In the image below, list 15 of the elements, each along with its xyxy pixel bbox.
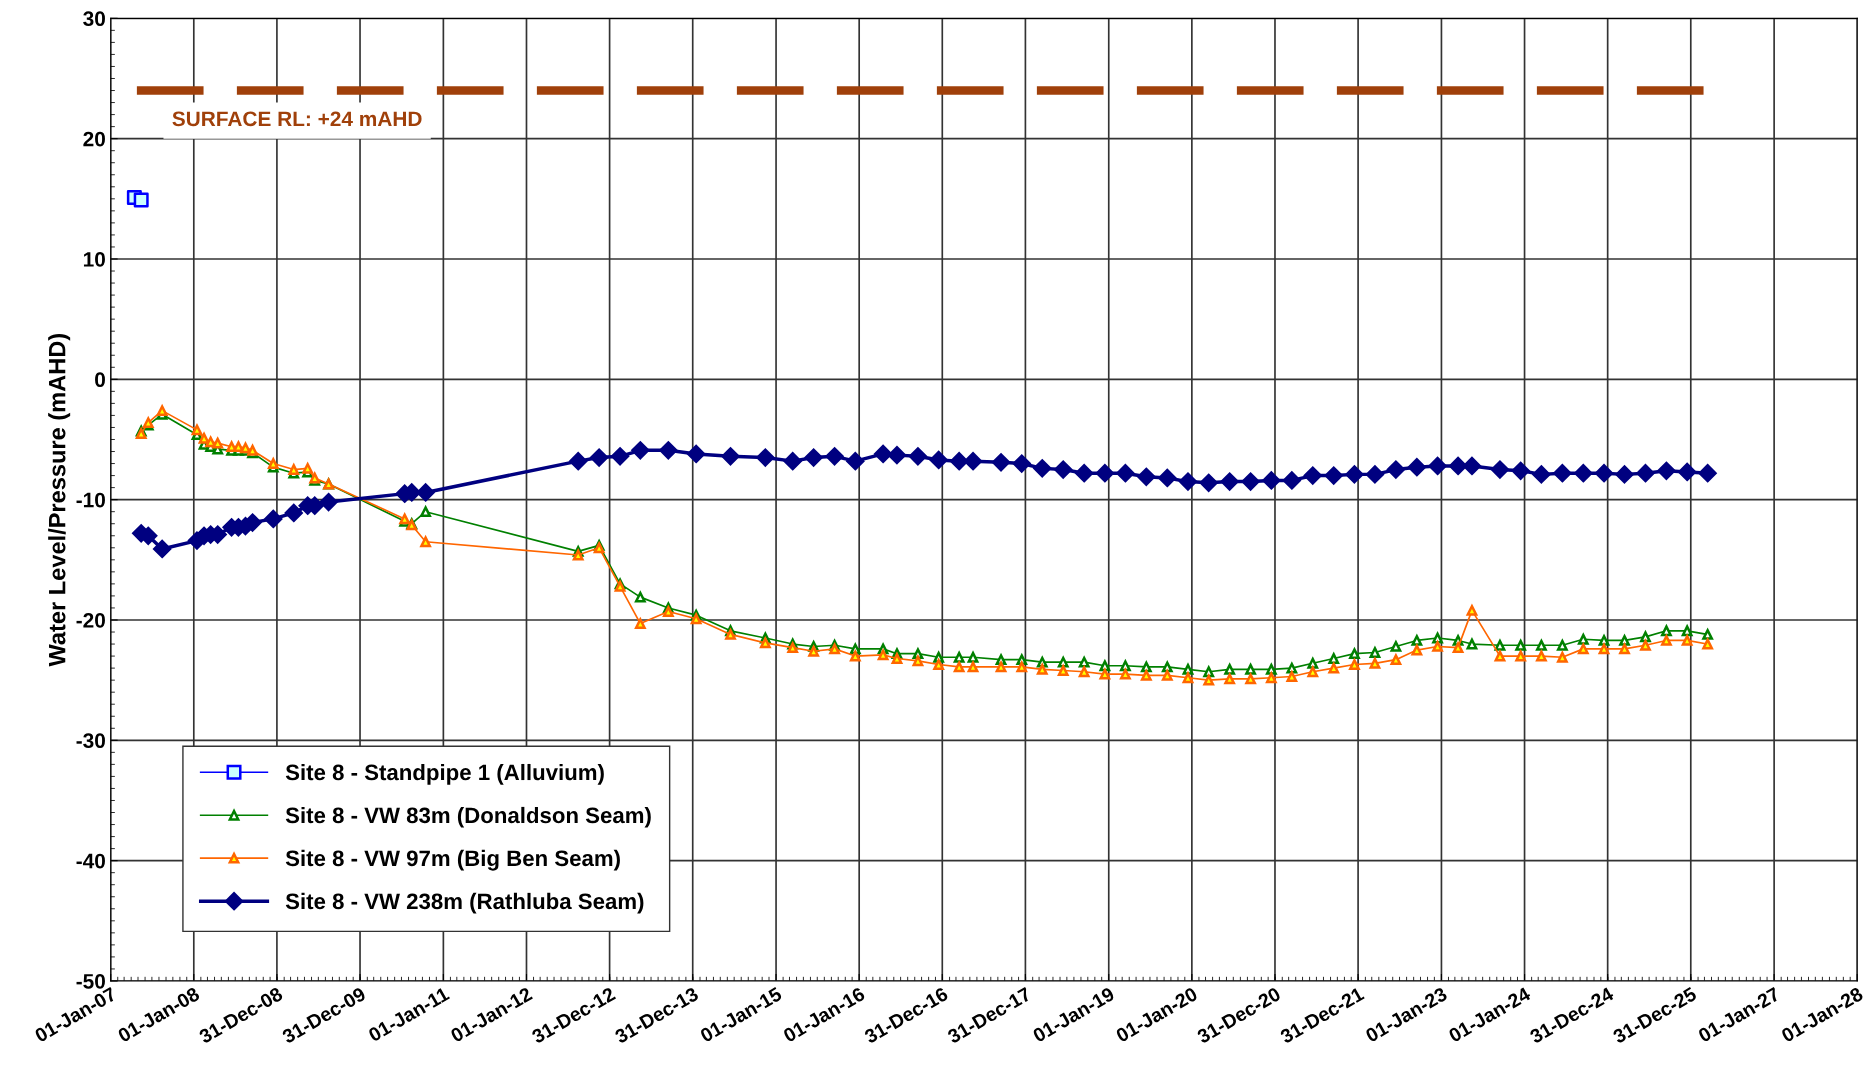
legend-label: Site 8 - VW 97m (Big Ben Seam) xyxy=(285,849,620,871)
y-tick-label: -40 xyxy=(76,853,105,869)
legend-label: Site 8 - Standpipe 1 (Alluvium) xyxy=(285,763,604,785)
y-axis-title: Water Level/Pressure (mAHD) xyxy=(48,333,71,667)
y-tick-label: -20 xyxy=(76,612,105,628)
y-tick-label: 30 xyxy=(83,11,105,27)
ref-line-label: SURFACE RL: +24 mAHD xyxy=(172,111,422,127)
y-tick-label: -10 xyxy=(76,492,105,508)
y-tick-label: 0 xyxy=(95,372,105,388)
y-tick-label: -30 xyxy=(76,733,105,749)
y-tick-label: -50 xyxy=(76,973,105,989)
y-tick-label: 10 xyxy=(83,251,105,267)
y-tick-label: 20 xyxy=(83,131,105,147)
legend-label: Site 8 - VW 83m (Donaldson Seam) xyxy=(285,806,651,828)
legend-label: Site 8 - VW 238m (Rathluba Seam) xyxy=(285,892,644,914)
